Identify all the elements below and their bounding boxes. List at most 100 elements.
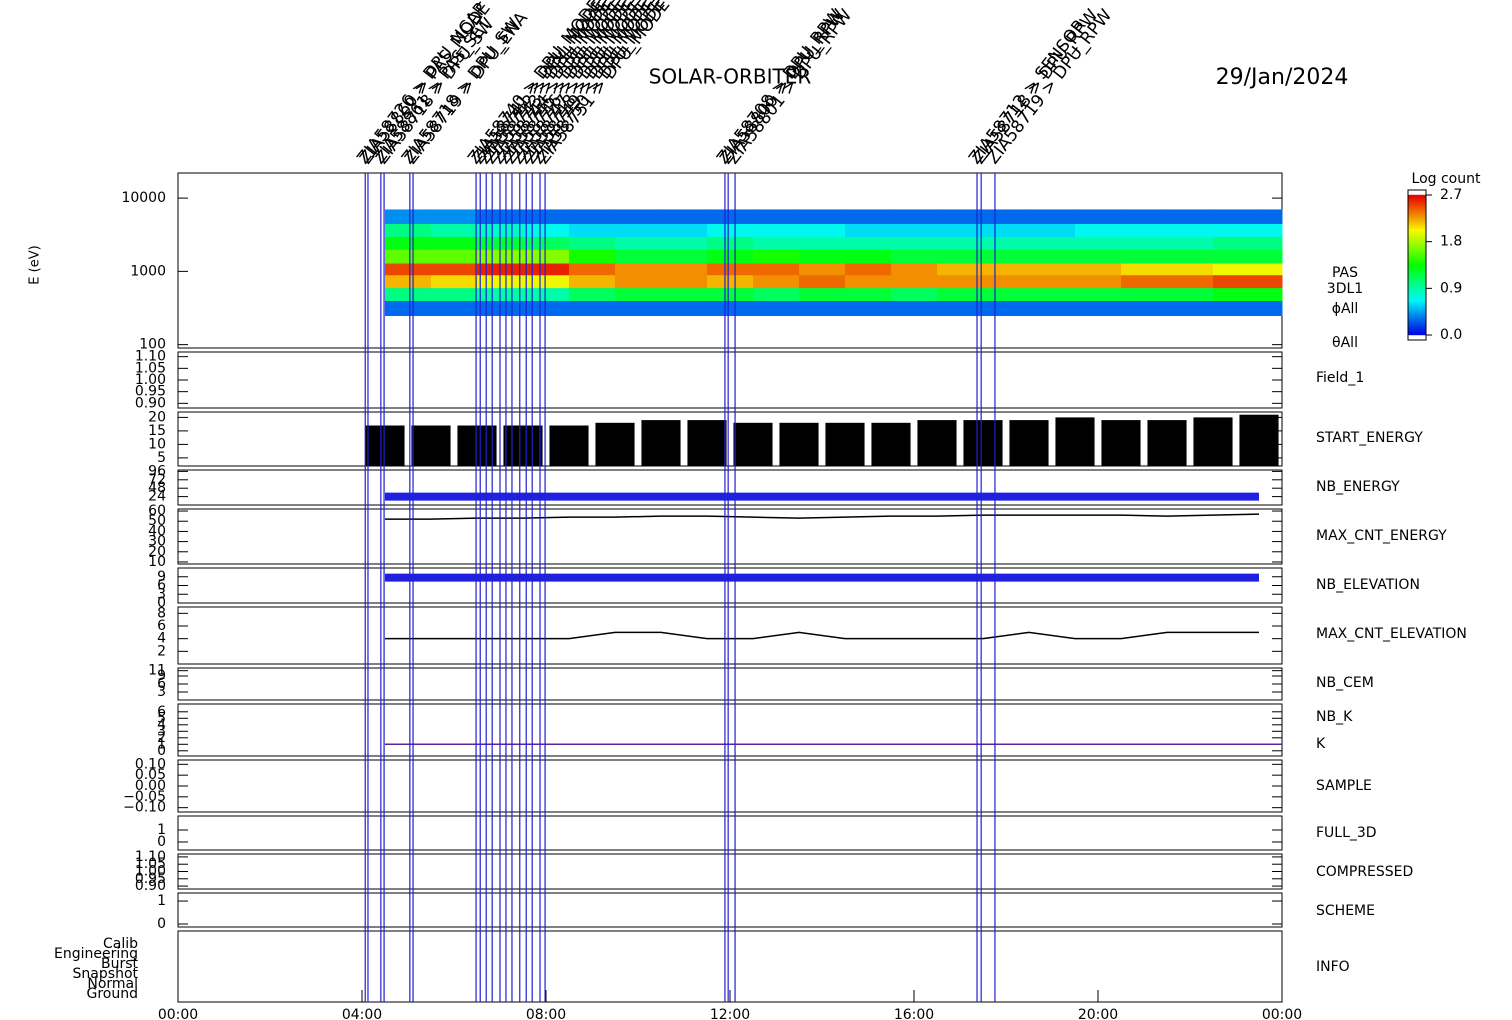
y-tick-label: 8: [157, 605, 166, 621]
colorbar-swatch: [1408, 230, 1426, 234]
colorbar-tick-label: 0.9: [1440, 280, 1462, 296]
heat-cell: [431, 263, 478, 276]
y-tick-label: −0.10: [123, 800, 166, 816]
heat-cell: [1259, 263, 1283, 276]
x-tick-label: 20:00: [1078, 1007, 1118, 1020]
panel-label: NB_CEM: [1316, 675, 1374, 691]
y-tick-label: 1: [157, 893, 166, 909]
heat-cell: [523, 274, 570, 289]
heat-cell: [431, 300, 478, 316]
panel-label: SCHEME: [1316, 903, 1375, 919]
panel-frame: [177, 567, 1283, 604]
bar: [1239, 414, 1279, 466]
colorbar-swatch: [1408, 282, 1426, 286]
heat-cell: [707, 236, 754, 250]
heat-cell: [845, 249, 892, 264]
heat-cell: [983, 236, 1030, 250]
bar: [1193, 417, 1233, 466]
heat-cell: [983, 287, 1030, 302]
heat-cell: [1029, 223, 1076, 237]
colorbar-swatch: [1408, 310, 1426, 314]
y-tick-label: 1: [157, 822, 166, 838]
y-tick-label: 0: [157, 743, 166, 759]
panel-label: START_ENERGY: [1316, 430, 1423, 446]
y-tick-label: 10: [148, 436, 166, 452]
colorbar-frame: [1407, 189, 1427, 341]
colorbar-swatch: [1408, 300, 1426, 304]
colorbar-swatch: [1408, 292, 1426, 296]
heat-cell: [1167, 300, 1214, 316]
heat-cell: [1213, 263, 1260, 276]
colorbar-swatch: [1408, 246, 1426, 250]
y-tick-label: 96: [148, 463, 166, 479]
heat-cell: [661, 287, 708, 302]
panel-label: K: [1316, 736, 1326, 752]
bar: [411, 425, 451, 466]
heat-cell: [1121, 249, 1168, 264]
bar: [1055, 417, 1095, 466]
x-tick-label: 08:00: [526, 1007, 566, 1020]
heat-cell: [661, 209, 708, 225]
colorbar-swatch: [1408, 200, 1426, 204]
heat-cell: [1259, 300, 1283, 316]
heat-cell: [707, 209, 754, 225]
y-tick-label: 0.95: [135, 384, 166, 400]
heat-cell: [753, 287, 800, 302]
bar: [457, 425, 497, 466]
colorbar-swatch: [1408, 326, 1426, 330]
y-tick-label: 0.90: [135, 395, 166, 411]
heat-cell: [1213, 300, 1260, 316]
panel-frame: [177, 759, 1283, 813]
heat-cell: [983, 274, 1030, 289]
panel-frame: [177, 606, 1283, 665]
heat-cell: [983, 300, 1030, 316]
heat-cell: [845, 223, 892, 237]
heat-cell: [753, 236, 800, 250]
panel-frame: [177, 815, 1283, 851]
heat-cell: [891, 249, 938, 264]
y-tick-label: 30: [148, 534, 166, 550]
y-axis-title: E (eV): [28, 245, 43, 284]
heat-cell: [615, 274, 662, 289]
colorbar-swatch: [1408, 198, 1426, 202]
heat-cell: [1029, 236, 1076, 250]
heat-cell: [891, 274, 938, 289]
heat-cell: [385, 223, 432, 237]
heat-cell: [1075, 274, 1122, 289]
y-tick-label: 6: [157, 704, 166, 720]
colorbar-tick-label: 1.8: [1440, 234, 1462, 250]
heat-cell: [937, 223, 984, 237]
heat-cell: [799, 300, 846, 316]
colorbar-swatch: [1408, 264, 1426, 268]
heat-cell: [569, 209, 616, 225]
colorbar-swatch: [1408, 290, 1426, 294]
heat-cell: [983, 223, 1030, 237]
bar: [549, 425, 589, 466]
colorbar-swatch: [1408, 214, 1426, 218]
y-tick-label: 10000: [121, 190, 166, 206]
chart-title: SOLAR-ORBITER: [649, 65, 812, 89]
heat-cell: [1075, 300, 1122, 316]
colorbar-swatch: [1408, 206, 1426, 210]
colorbar-swatch: [1408, 252, 1426, 256]
y-tick-label: 10: [148, 554, 166, 570]
heat-cell: [385, 209, 432, 225]
heat-cell: [523, 209, 570, 225]
bar: [503, 425, 543, 466]
heat-cell: [845, 274, 892, 289]
heat-cell: [707, 287, 754, 302]
colorbar-swatch: [1408, 208, 1426, 212]
y-tick-label: 24: [148, 489, 166, 505]
y-tick-label: 1.05: [135, 856, 166, 872]
colorbar-swatch: [1408, 240, 1426, 244]
y-tick-label: 15: [148, 423, 166, 439]
heat-cell: [1259, 287, 1283, 302]
colorbar-swatch: [1408, 270, 1426, 274]
colorbar-swatch: [1408, 220, 1426, 224]
heat-cell: [1029, 300, 1076, 316]
y-tick-label: 5: [157, 450, 166, 466]
colorbar-swatch: [1408, 306, 1426, 310]
colorbar-swatch: [1408, 194, 1426, 198]
heat-cell: [845, 287, 892, 302]
y-tick-label: 20: [148, 409, 166, 425]
